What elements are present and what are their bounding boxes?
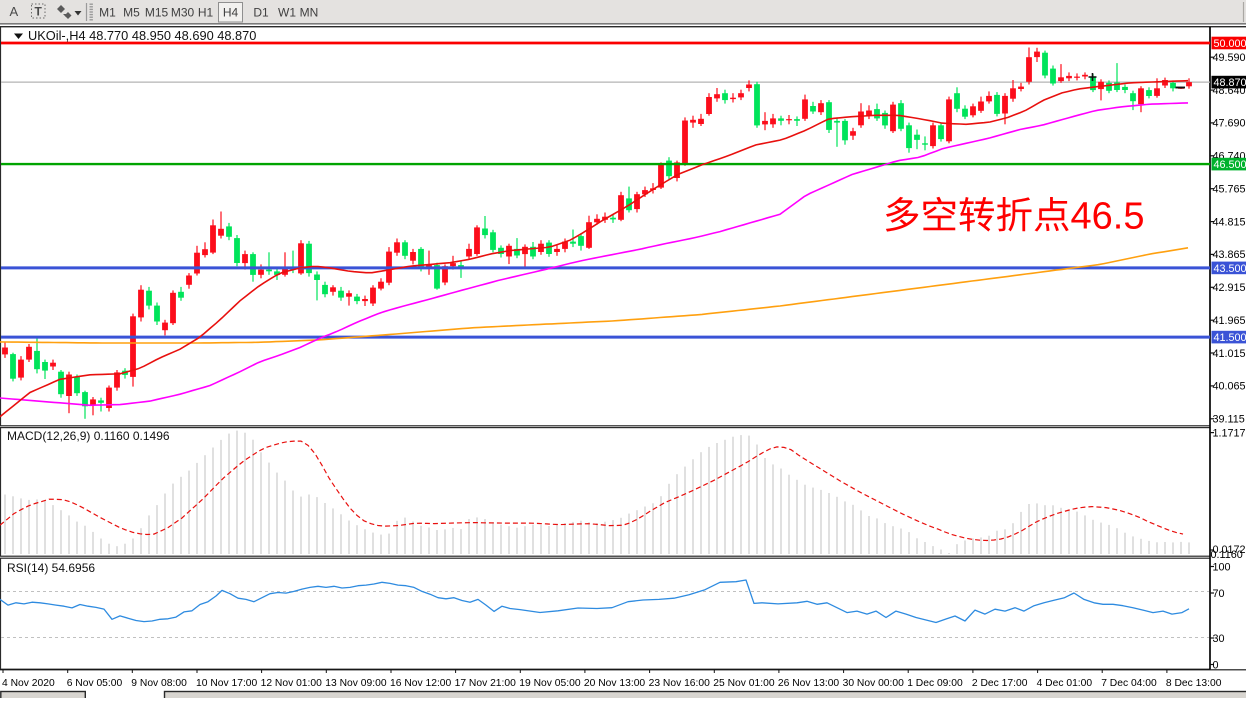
svg-text:70: 70 bbox=[1213, 588, 1225, 600]
svg-text:16 Nov 12:00: 16 Nov 12:00 bbox=[390, 678, 452, 689]
svg-text:50.000: 50.000 bbox=[1214, 38, 1246, 50]
svg-text:M30: M30 bbox=[171, 6, 195, 20]
svg-text:1 Dec 09:00: 1 Dec 09:00 bbox=[907, 678, 963, 689]
svg-text:49.590: 49.590 bbox=[1213, 52, 1246, 64]
svg-text:UKOil-,H4 48.770 48.950 48.69: UKOil-,H4 48.770 48.950 48.690 48.870 bbox=[28, 28, 256, 43]
svg-text:48.870: 48.870 bbox=[1214, 77, 1246, 89]
svg-text:7 Dec 04:00: 7 Dec 04:00 bbox=[1101, 678, 1157, 689]
svg-text:40.065: 40.065 bbox=[1213, 381, 1246, 393]
svg-text:26 Nov 13:00: 26 Nov 13:00 bbox=[778, 678, 840, 689]
svg-text:10 Nov 17:00: 10 Nov 17:00 bbox=[196, 678, 258, 689]
svg-text:8 Dec 13:00: 8 Dec 13:00 bbox=[1166, 678, 1222, 689]
svg-text:45.765: 45.765 bbox=[1213, 184, 1246, 196]
svg-text:H1: H1 bbox=[198, 6, 214, 20]
svg-text:41.015: 41.015 bbox=[1213, 348, 1246, 360]
svg-text:6 Nov 05:00: 6 Nov 05:00 bbox=[67, 678, 123, 689]
svg-text:46.500: 46.500 bbox=[1214, 159, 1246, 171]
svg-text:39.115: 39.115 bbox=[1213, 414, 1245, 426]
svg-text:4 Nov 2020: 4 Nov 2020 bbox=[2, 678, 55, 689]
svg-text:46.5: 46.5 bbox=[1071, 196, 1145, 238]
svg-text:19 Nov 05:00: 19 Nov 05:00 bbox=[519, 678, 581, 689]
svg-text:M1: M1 bbox=[99, 6, 116, 20]
svg-text:T: T bbox=[35, 5, 43, 19]
svg-text:9 Nov 08:00: 9 Nov 08:00 bbox=[131, 678, 187, 689]
svg-text:23 Nov 16:00: 23 Nov 16:00 bbox=[649, 678, 711, 689]
svg-text:4 Dec 01:00: 4 Dec 01:00 bbox=[1037, 678, 1093, 689]
svg-text:12 Nov 01:00: 12 Nov 01:00 bbox=[261, 678, 323, 689]
svg-text:M5: M5 bbox=[123, 6, 140, 20]
svg-text:42.915: 42.915 bbox=[1213, 282, 1246, 294]
svg-text:43.865: 43.865 bbox=[1213, 249, 1246, 261]
svg-text:1.1717: 1.1717 bbox=[1213, 428, 1246, 440]
svg-text:A: A bbox=[10, 4, 19, 19]
svg-text:D1: D1 bbox=[253, 6, 269, 20]
svg-text:17 Nov 21:00: 17 Nov 21:00 bbox=[455, 678, 517, 689]
svg-text:MN: MN bbox=[300, 6, 319, 20]
svg-text:30 Nov 00:00: 30 Nov 00:00 bbox=[843, 678, 905, 689]
svg-text:H4: H4 bbox=[223, 6, 239, 20]
svg-text:2 Dec 17:00: 2 Dec 17:00 bbox=[972, 678, 1028, 689]
svg-text:43.500: 43.500 bbox=[1214, 263, 1246, 275]
svg-text:13 Nov 09:00: 13 Nov 09:00 bbox=[325, 678, 387, 689]
svg-text:25 Nov 01:00: 25 Nov 01:00 bbox=[713, 678, 775, 689]
svg-text:30: 30 bbox=[1213, 633, 1225, 645]
svg-text:41.500: 41.500 bbox=[1214, 332, 1246, 344]
svg-text:20 Nov 13:00: 20 Nov 13:00 bbox=[584, 678, 646, 689]
svg-text:RSI(14) 54.6956: RSI(14) 54.6956 bbox=[7, 561, 95, 575]
svg-text:0.1160: 0.1160 bbox=[1211, 549, 1243, 561]
svg-text:MACD(12,26,9) 0.1160 0.1496: MACD(12,26,9) 0.1160 0.1496 bbox=[7, 429, 170, 443]
svg-text:100: 100 bbox=[1213, 561, 1231, 573]
svg-text:44.815: 44.815 bbox=[1213, 216, 1246, 228]
svg-text:M15: M15 bbox=[145, 6, 169, 20]
svg-text:47.690: 47.690 bbox=[1213, 118, 1246, 130]
svg-text:41.965: 41.965 bbox=[1213, 315, 1246, 327]
svg-text:W1: W1 bbox=[278, 6, 296, 20]
